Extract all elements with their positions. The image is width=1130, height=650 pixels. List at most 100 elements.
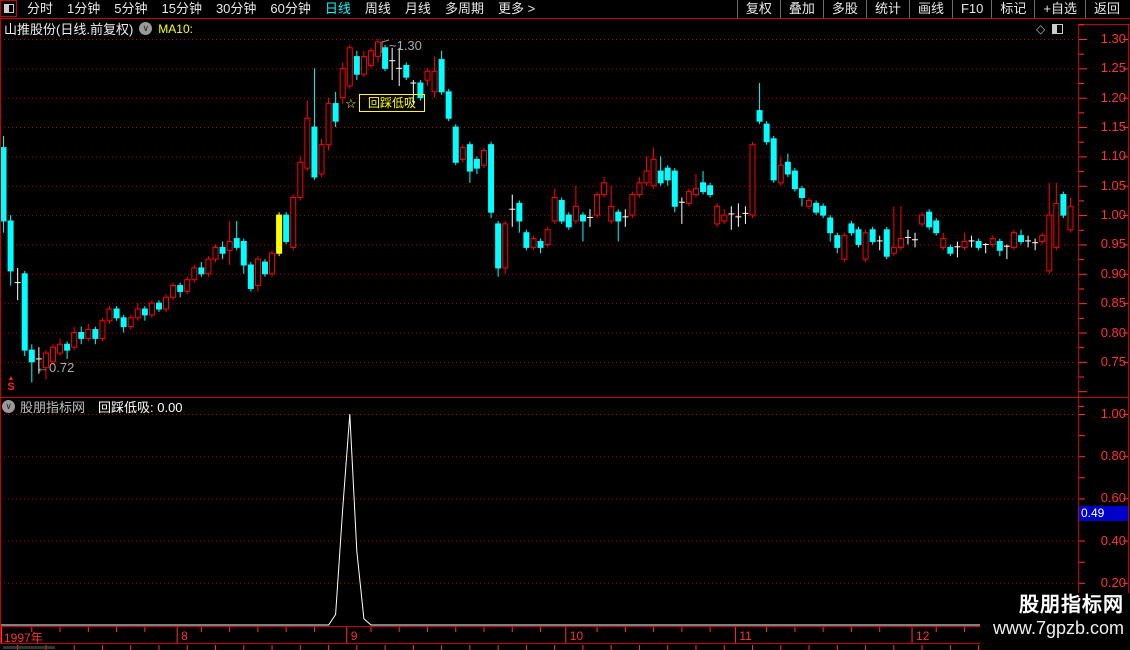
candle-up	[134, 308, 141, 319]
menu-item-返回[interactable]: 返回	[1084, 0, 1128, 18]
indicator-cursor-badge: 0.49	[1079, 506, 1128, 521]
candle-up	[629, 194, 636, 216]
menu-item-30分钟[interactable]: 30分钟	[215, 1, 257, 16]
menu-item-多股[interactable]: 多股	[822, 0, 866, 18]
candle-down	[671, 170, 678, 207]
indicator-axis-label: 0.60	[1100, 490, 1126, 506]
watermark-url: www.7gpzb.com	[992, 618, 1124, 638]
candle-down	[233, 238, 240, 248]
candle-down	[664, 167, 671, 181]
price-axis-label: 1.30	[1100, 31, 1126, 46]
candle-up	[85, 329, 92, 339]
candle-up	[99, 320, 106, 339]
collapse-chevron-icon[interactable]: ∨	[2, 400, 15, 413]
signal-annotation-label: 回踩低吸	[359, 94, 425, 112]
menu-item-画线[interactable]: 画线	[908, 0, 952, 18]
menu-item-1分钟[interactable]: 1分钟	[67, 1, 101, 16]
menu-item-统计[interactable]: 统计	[865, 0, 909, 18]
menu-item-分时[interactable]: 分时	[27, 1, 54, 16]
candle-up	[205, 258, 212, 275]
candle-down	[240, 241, 247, 266]
candle-down	[332, 103, 339, 122]
candle-up	[290, 196, 297, 248]
menu-item-更多 >[interactable]: 更多 >	[497, 1, 536, 16]
candle-up	[1053, 202, 1060, 248]
price-axis-label: 1.20	[1100, 89, 1126, 105]
period-menu: 分时 1分钟 5分钟 15分钟 30分钟 60分钟 日线 周线 月线 多周期 更多 >	[20, 0, 542, 18]
menu-item-日线[interactable]: 日线	[324, 1, 351, 16]
candle-up	[127, 317, 134, 328]
candle-up	[148, 302, 155, 316]
clipped-status-text	[3, 646, 55, 649]
candle-up	[1039, 235, 1046, 243]
candle-up	[42, 352, 49, 369]
menu-item-60分钟[interactable]: 60分钟	[270, 1, 311, 16]
candle-down	[975, 241, 982, 248]
indicator-axis-label: 0.40	[1100, 532, 1126, 548]
candle-up	[297, 161, 304, 198]
candle-down	[523, 232, 530, 248]
candle-down	[261, 261, 268, 275]
menu-item-月线[interactable]: 月线	[404, 1, 431, 16]
candle-up	[71, 332, 78, 348]
candle-up	[608, 205, 615, 222]
candle-down	[834, 235, 841, 248]
ma10-label: MA10:	[158, 21, 193, 36]
candle-down	[883, 229, 890, 257]
menu-item-15分钟[interactable]: 15分钟	[161, 1, 202, 16]
candle-up	[862, 232, 869, 260]
menu-item-叠加[interactable]: 叠加	[779, 0, 823, 18]
candle-up	[57, 343, 64, 354]
diamond-icon[interactable]: ◇	[1036, 22, 1046, 36]
candle-down	[473, 158, 480, 169]
candle-up	[431, 70, 438, 93]
collapse-chevron-icon[interactable]: ∨	[139, 22, 153, 35]
menu-item-+自选[interactable]: +自选	[1034, 0, 1085, 18]
candle-up	[191, 267, 198, 281]
candle-up	[692, 188, 699, 196]
candle-down	[947, 246, 954, 254]
candle-up	[163, 296, 170, 310]
candle-down	[177, 285, 184, 292]
price-axis-label: 0.85	[1100, 295, 1126, 311]
candle-up	[106, 308, 113, 322]
candle-up	[226, 241, 233, 251]
menu-item-周线[interactable]: 周线	[364, 1, 391, 16]
candle-down	[516, 202, 523, 222]
price-axis-label: 0.80	[1100, 324, 1126, 340]
candle-down	[283, 214, 290, 243]
candle-up	[304, 117, 311, 169]
menu-item-F10[interactable]: F10	[951, 0, 991, 18]
candle-up	[897, 238, 904, 248]
candle-down	[579, 214, 586, 222]
candle-down	[120, 317, 127, 328]
candle-down	[848, 223, 855, 234]
candle-down	[21, 273, 28, 351]
indicator-axis-label: 0.20	[1100, 574, 1126, 590]
candle-up	[777, 164, 784, 184]
window-split-button[interactable]	[0, 0, 17, 17]
high-price-label: ~1.30	[389, 38, 422, 53]
price-axis-label: 1.15	[1100, 119, 1126, 135]
candle-down	[827, 217, 834, 234]
candle-down	[198, 267, 205, 275]
candle-down	[403, 64, 410, 78]
watermark-brand: 股朋指标网	[1019, 594, 1124, 616]
pane-layout-icon[interactable]	[1052, 24, 1064, 34]
menu-item-多周期[interactable]: 多周期	[444, 1, 484, 16]
indicator-brand-label: 股朋指标网	[20, 400, 86, 415]
date-axis-label: 9	[350, 629, 358, 643]
price-axis-label: 0.90	[1100, 265, 1126, 281]
menu-item-复权[interactable]: 复权	[736, 0, 780, 18]
candle-down	[0, 147, 7, 222]
candle-up	[551, 196, 558, 222]
candle-down	[445, 91, 452, 119]
menu-item-5分钟[interactable]: 5分钟	[114, 1, 148, 16]
candle-down	[820, 205, 827, 216]
candle-down	[926, 211, 933, 228]
candle-down	[78, 332, 85, 339]
menu-item-标记[interactable]: 标记	[991, 0, 1034, 18]
candle-down	[466, 144, 473, 172]
